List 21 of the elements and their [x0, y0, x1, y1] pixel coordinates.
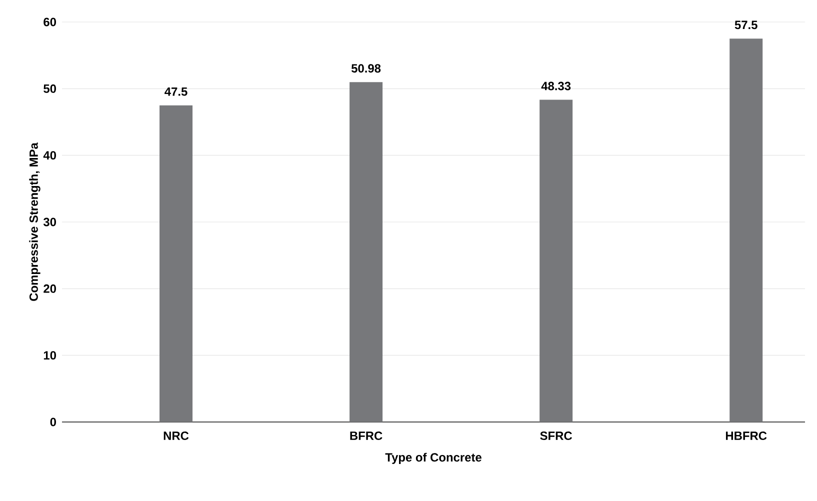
y-tick-label: 50 — [44, 84, 56, 93]
y-tick-label: 0 — [50, 418, 56, 426]
x-tick-label: HBFRC — [726, 432, 767, 440]
x-tick-label: BFRC — [350, 432, 382, 440]
x-axis-title: Type of Concrete — [385, 452, 482, 464]
bar — [160, 105, 193, 422]
y-axis-title: Compressive Strength, MPa — [29, 142, 40, 301]
data-label: 48.33 — [541, 82, 571, 90]
data-label: 57.5 — [734, 20, 758, 30]
y-tick-label: 60 — [44, 18, 56, 26]
bar — [350, 82, 383, 422]
data-label: 50.98 — [351, 64, 381, 73]
bar — [540, 100, 573, 422]
y-tick-label: 30 — [43, 218, 56, 226]
y-tick-label: 20 — [44, 284, 56, 293]
y-tick-label: 10 — [44, 351, 56, 360]
y-tick-label: 40 — [43, 151, 56, 160]
x-tick-label: SFRC — [540, 432, 572, 440]
bar — [730, 38, 763, 422]
data-label: 47.5 — [164, 87, 188, 96]
x-tick-label: NRC — [164, 432, 189, 440]
